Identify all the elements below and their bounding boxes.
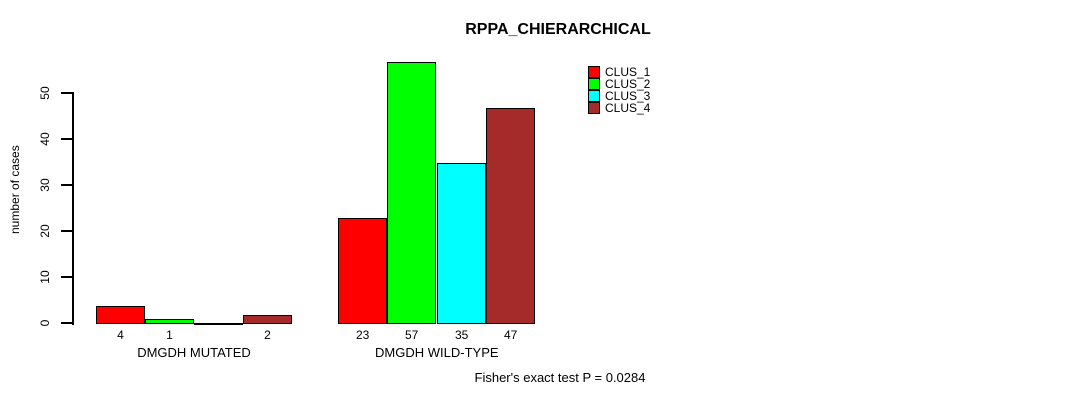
y-axis-tick xyxy=(61,322,73,324)
legend-label: CLUS_3 xyxy=(605,89,651,103)
legend-item: CLUS_4 xyxy=(588,102,650,114)
y-axis-tick-label: 0 xyxy=(38,319,52,327)
bar-clus_1-group2 xyxy=(338,218,387,324)
bar-clus_2-group1 xyxy=(145,319,194,324)
y-axis-tick xyxy=(61,276,73,278)
legend-swatch xyxy=(588,90,600,102)
chart-title: RPPA_CHIERARCHICAL xyxy=(465,21,651,38)
y-axis-tick-label: 40 xyxy=(38,132,52,146)
bar-value-label: 2 xyxy=(264,328,271,342)
y-axis-tick xyxy=(61,184,73,186)
y-axis-tick xyxy=(61,230,73,232)
bar-clus_4-group2 xyxy=(486,108,535,324)
bar-clus_2-group2 xyxy=(387,62,436,324)
bar-clus_3-group1 xyxy=(194,323,243,325)
legend-label: CLUS_4 xyxy=(605,101,651,115)
y-axis-tick xyxy=(61,138,73,140)
y-axis-tick-label: 30 xyxy=(38,178,52,192)
bar-value-label: 47 xyxy=(504,328,518,342)
legend: CLUS_1 CLUS_2 CLUS_3 CLUS_4 xyxy=(588,66,650,114)
bar-clus_1-group1 xyxy=(96,306,145,324)
y-axis-tick-label: 20 xyxy=(38,224,52,238)
x-group-label: DMGDH WILD-TYPE xyxy=(375,345,499,360)
y-axis-tick-label: 50 xyxy=(38,86,52,100)
bar-value-label: 4 xyxy=(117,328,124,342)
bar-value-label: 23 xyxy=(356,328,370,342)
x-group-label: DMGDH MUTATED xyxy=(137,345,251,360)
y-axis-label: number of cases xyxy=(8,145,22,234)
legend-label: CLUS_2 xyxy=(605,77,651,91)
bar-value-label: 35 xyxy=(455,328,469,342)
legend-swatch xyxy=(588,66,600,78)
y-axis-tick-label: 10 xyxy=(38,270,52,284)
annotation-fishers-test: Fisher's exact test P = 0.0284 xyxy=(474,370,646,385)
legend-item: CLUS_3 xyxy=(588,90,650,102)
legend-swatch xyxy=(588,78,600,90)
bar-clus_4-group1 xyxy=(243,315,292,324)
legend-item: CLUS_2 xyxy=(588,78,650,90)
y-axis-tick xyxy=(61,92,73,94)
y-axis-line xyxy=(72,92,74,325)
legend-item: CLUS_1 xyxy=(588,66,650,78)
bar-clus_3-group2 xyxy=(437,163,486,324)
legend-label: CLUS_1 xyxy=(605,65,651,79)
bar-value-label: 57 xyxy=(405,328,419,342)
legend-swatch xyxy=(588,102,600,114)
bar-value-label: 1 xyxy=(166,328,173,342)
